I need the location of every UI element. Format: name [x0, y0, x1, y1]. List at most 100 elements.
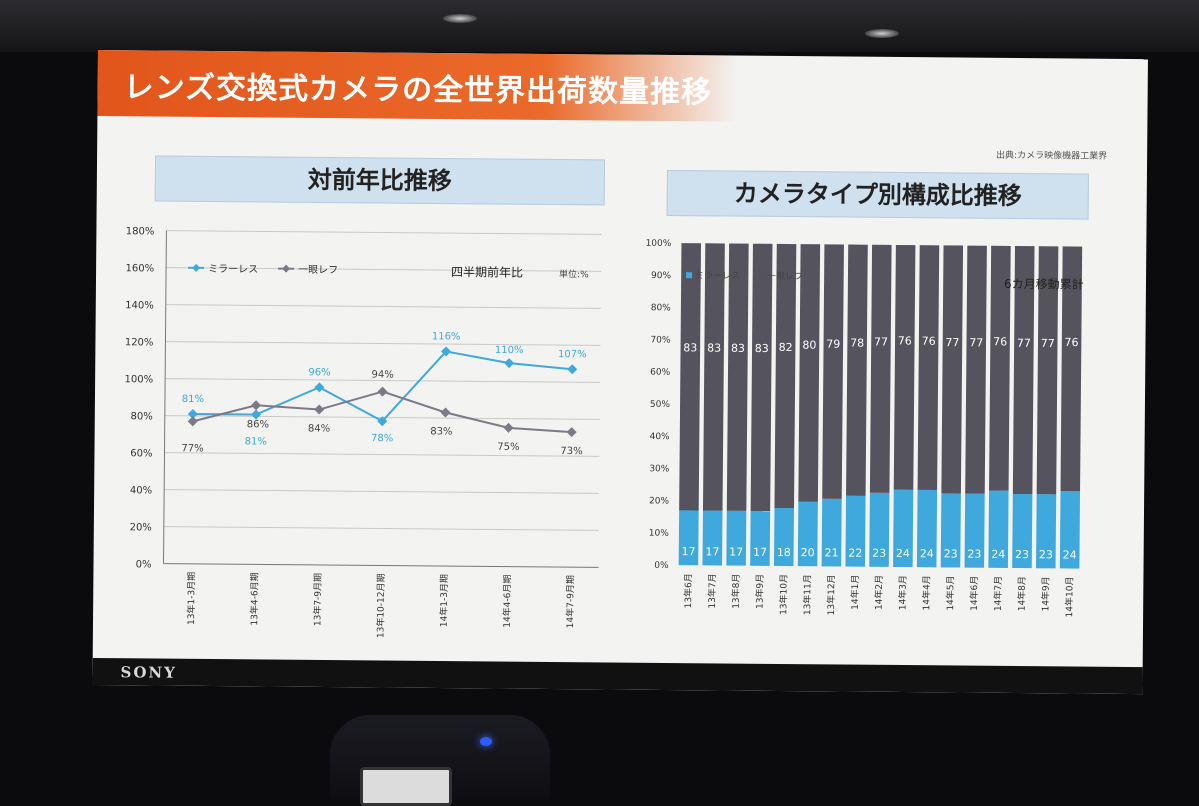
data-label: 76 — [922, 335, 936, 348]
data-label: 83 — [755, 342, 769, 355]
data-point — [251, 400, 261, 410]
data-label: 83 — [683, 341, 697, 354]
data-label: 83% — [430, 426, 452, 437]
data-label: 21 — [824, 546, 838, 559]
data-label: 116% — [432, 331, 461, 342]
bar-slr — [798, 244, 820, 502]
data-label: 24 — [920, 547, 934, 560]
gridline — [164, 453, 599, 457]
data-point — [567, 364, 577, 374]
y-tick-label: 10% — [649, 529, 670, 539]
legend-swatch — [686, 272, 692, 278]
x-tick-label: 14年1-3月期 — [438, 574, 450, 627]
data-point — [188, 416, 198, 426]
y-tick-label: 60% — [650, 368, 671, 378]
data-label: 18 — [777, 546, 791, 559]
data-point — [251, 409, 261, 419]
x-tick-label: 14年9月 — [1039, 576, 1051, 611]
data-label: 81% — [182, 394, 204, 405]
y-tick-label: 100% — [646, 239, 672, 249]
data-label: 23 — [944, 547, 958, 560]
data-point — [504, 358, 514, 368]
gridline — [164, 490, 599, 494]
x-tick-label: 13年12月 — [825, 574, 837, 615]
data-label: 17 — [705, 545, 719, 558]
x-tick-label: 13年10-12月期 — [374, 573, 387, 638]
x-tick-label: 13年11月 — [801, 574, 813, 615]
data-label: 23 — [967, 548, 981, 561]
bar-chart-subtitle: 6カ月移動累計 — [1004, 276, 1084, 292]
data-label: 78% — [371, 433, 393, 444]
data-label: 76 — [1065, 336, 1079, 349]
bar-slr — [679, 243, 701, 510]
data-label: 73% — [560, 446, 582, 457]
x-tick-label: 14年3月 — [896, 575, 908, 610]
data-label: 24 — [991, 548, 1005, 561]
data-label: 77 — [1017, 337, 1031, 350]
y-tick-label: 0% — [136, 559, 152, 570]
bar-slr — [727, 244, 749, 511]
sony-logo: SONY — [120, 663, 176, 681]
y-tick-label: 30% — [649, 464, 670, 474]
data-label: 17 — [681, 545, 695, 558]
x-tick-label: 13年4-6月期 — [248, 572, 260, 625]
source-note: 出典:カメラ映像機器工業界 — [996, 148, 1107, 162]
x-tick-label: 13年8月 — [730, 574, 742, 609]
data-label: 83 — [731, 342, 745, 355]
x-tick-label: 14年8月 — [1016, 576, 1028, 611]
x-tick-label: 13年7月 — [706, 573, 718, 608]
data-label: 17 — [753, 546, 767, 559]
x-tick-label: 14年2月 — [873, 575, 885, 610]
x-tick-label: 14年7-9月期 — [564, 575, 576, 628]
y-tick-label: 50% — [650, 400, 671, 410]
data-label: 83 — [707, 342, 721, 355]
data-point — [440, 407, 450, 417]
y-tick-label: 40% — [650, 432, 671, 442]
legend-label: ミラーレス — [208, 263, 258, 275]
data-label: 94% — [372, 369, 394, 380]
y-axis — [164, 231, 167, 564]
line-panel-title: 対前年比推移 — [155, 156, 605, 206]
data-label: 107% — [558, 349, 587, 360]
data-label: 75% — [497, 442, 519, 453]
data-label: 23 — [1015, 548, 1029, 561]
data-label: 24 — [896, 547, 910, 560]
x-tick-label: 13年6月 — [682, 573, 694, 608]
y-tick-label: 90% — [651, 271, 672, 281]
x-tick-label: 14年10月 — [1063, 576, 1075, 617]
data-label: 82 — [779, 341, 793, 354]
data-label: 76 — [898, 334, 912, 347]
x-tick-label: 13年10月 — [777, 574, 789, 615]
gridline — [166, 305, 601, 309]
y-tick-label: 20% — [649, 496, 670, 506]
data-label: 77 — [1041, 337, 1055, 350]
x-tick-label: 13年9月 — [754, 574, 766, 609]
ceiling — [0, 0, 1199, 52]
x-tick-label: 13年7-9月期 — [311, 573, 323, 626]
data-label: 17 — [729, 546, 743, 559]
y-tick-label: 0% — [654, 561, 669, 571]
y-tick-label: 60% — [130, 448, 152, 459]
gridline — [166, 231, 601, 235]
data-label: 77 — [874, 335, 888, 348]
x-tick-label: 14年4-6月期 — [501, 575, 513, 628]
bar-slr — [751, 244, 773, 511]
data-label: 77% — [181, 443, 203, 454]
legend-marker — [192, 264, 200, 272]
legend-label: 一眼レフ — [298, 264, 338, 276]
bar-slr — [703, 243, 725, 510]
slide-title: レンズ交換式カメラの全世界出荷数量推移 — [124, 62, 713, 111]
data-label: 78 — [850, 337, 864, 350]
data-label: 96% — [308, 367, 330, 378]
data-label: 24 — [1063, 548, 1077, 561]
ceiling-lamp — [865, 29, 899, 38]
data-label: 110% — [495, 345, 524, 356]
line-chart: 0%20%40%60%80%100%120%140%160%180%13年1-3… — [103, 200, 622, 644]
data-label: 76 — [993, 335, 1007, 348]
x-tick-label: 14年7月 — [992, 576, 1004, 611]
bar-slr — [965, 246, 987, 494]
ceiling-lamp — [443, 14, 477, 23]
y-tick-label: 80% — [651, 303, 672, 313]
bar-slr — [918, 245, 940, 490]
bar-chart: 0%10%20%30%40%50%60%70%80%90%100%1783178… — [623, 215, 1107, 659]
